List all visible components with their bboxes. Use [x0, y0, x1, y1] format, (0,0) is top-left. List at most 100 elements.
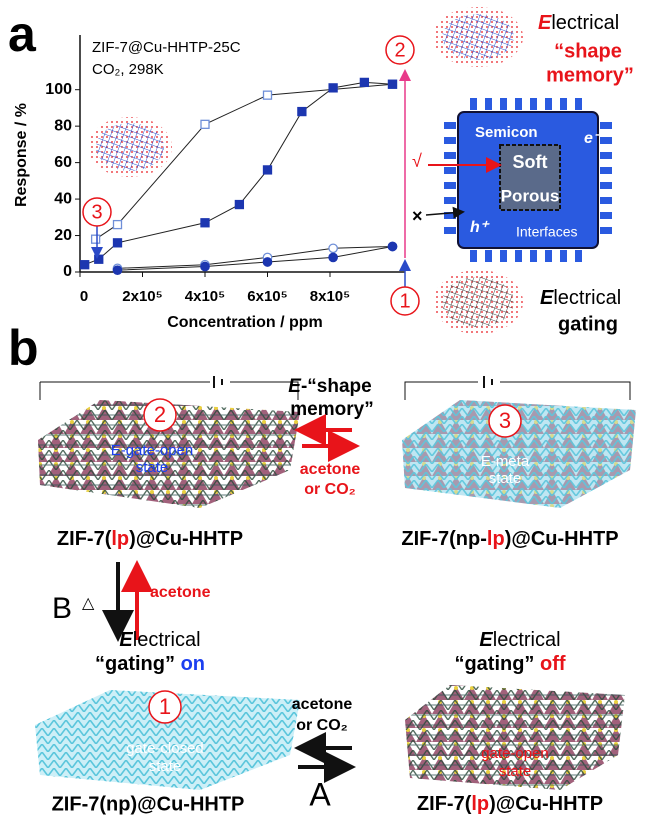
state-label: gate-open	[481, 745, 549, 762]
chip-pin	[530, 250, 537, 262]
chip-pin	[560, 250, 567, 262]
label-part: ZIF-7(	[57, 528, 112, 550]
initial: E	[479, 629, 493, 651]
chip-pin	[444, 152, 456, 159]
chip-pin	[545, 98, 552, 110]
data-point	[329, 253, 337, 261]
data-point	[235, 201, 243, 209]
data-point	[114, 221, 122, 229]
chip-pin	[600, 167, 612, 174]
marker-number: 3	[499, 408, 511, 433]
label-part: )@Cu-HHTP	[489, 793, 603, 815]
label-part: ZIF-7(np-	[401, 528, 487, 550]
data-point	[389, 80, 397, 88]
y-tick-label: 0	[63, 263, 72, 280]
y-tick-label: 80	[54, 117, 72, 134]
heading: “gating” on	[95, 653, 205, 675]
gas-label: or CO₂	[304, 481, 356, 498]
heading: memory”	[546, 64, 634, 86]
state-label: E-meta	[481, 453, 530, 470]
circled-marker: 3	[83, 198, 111, 226]
data-point	[298, 108, 306, 116]
y-tick-label: 40	[54, 190, 72, 207]
heading: Electrical	[119, 629, 200, 651]
figure: a 02040608010002x10⁵4x10⁵6x10⁵8x10⁵ ZIF-…	[0, 0, 652, 816]
data-point	[113, 266, 121, 274]
marker-number: 1	[399, 290, 410, 312]
state-word: off	[540, 653, 566, 675]
x-tick-label: 8x10⁵	[310, 288, 350, 305]
structure-label: ZIF-7(lp)@Cu-HHTP	[417, 793, 603, 815]
chip-label: Soft	[513, 152, 548, 172]
chip-pin	[500, 98, 507, 110]
chip-pin	[444, 122, 456, 129]
chip-label: Semicon	[475, 124, 538, 141]
chip-pin	[485, 98, 492, 110]
word: lectrical	[553, 287, 621, 309]
heading: Electrical	[479, 629, 560, 651]
circled-marker: 1	[149, 691, 181, 723]
chip-pin	[515, 98, 522, 110]
word: “gating”	[95, 653, 175, 675]
heading: Electrical	[538, 12, 619, 34]
word: -“shape	[301, 376, 372, 397]
state-label: E-gate-open	[111, 442, 194, 459]
series-line	[118, 246, 393, 268]
gas-label: acetone	[292, 696, 353, 713]
x-axis-label: Concentration / ppm	[167, 314, 323, 331]
data-point	[114, 239, 122, 247]
data-point	[264, 166, 272, 174]
state-label: state	[136, 459, 169, 476]
lattice-blob	[96, 123, 164, 171]
word: lectrical	[493, 629, 561, 651]
word: “gating”	[454, 653, 534, 675]
chip-label: h⁺	[470, 219, 490, 236]
cross-mark: ×	[412, 206, 423, 226]
x-tick-label: 2x10⁵	[122, 288, 162, 305]
chip-pin	[600, 137, 612, 144]
data-point	[92, 235, 100, 243]
structure-label: ZIF-7(np)@Cu-HHTP	[52, 793, 245, 815]
marker-number: 2	[154, 402, 166, 427]
data-point	[95, 255, 103, 263]
chip-pin	[600, 197, 612, 204]
state-label: gate-closed	[126, 740, 204, 757]
chip-pin	[444, 137, 456, 144]
state-word: on	[181, 653, 205, 675]
chart-annotation: CO₂, 298K	[92, 61, 164, 78]
label-part: lp	[487, 528, 505, 550]
circled-marker: 1	[391, 287, 419, 315]
chip-pin	[545, 250, 552, 262]
structure-label: ZIF-7(np-lp)@Cu-HHTP	[401, 528, 618, 550]
chip-pin	[485, 250, 492, 262]
structure-label: ZIF-7(lp)@Cu-HHTP	[57, 528, 243, 550]
data-point	[329, 84, 337, 92]
y-tick-label: 60	[54, 154, 72, 171]
word: lectrical	[551, 12, 619, 34]
chip-pin	[560, 98, 567, 110]
path-letter: B	[52, 592, 72, 625]
label-part: )@Cu-HHTP	[505, 528, 619, 550]
label-part: lp	[471, 793, 489, 815]
circled-marker: 2	[386, 36, 414, 64]
chip-pin	[600, 152, 612, 159]
label-part: ZIF-7(	[417, 793, 472, 815]
lattice-blob	[442, 277, 514, 327]
state-label: state	[499, 763, 532, 780]
word: lectrical	[133, 629, 201, 651]
label-part: )@Cu-HHTP	[129, 528, 243, 550]
chip-pin	[470, 98, 477, 110]
chip-label: Interfaces	[516, 224, 577, 240]
data-point	[264, 91, 272, 99]
chip-pin	[600, 122, 612, 129]
x-tick-label: 0	[80, 288, 88, 305]
heading: E-“shape	[288, 376, 371, 397]
heading: “shape	[554, 40, 622, 62]
chip-pin	[444, 197, 456, 204]
heading: “gating” off	[454, 653, 565, 675]
chip-pin	[444, 167, 456, 174]
gas-label: acetone	[150, 584, 211, 601]
gas-label: acetone	[300, 461, 361, 478]
data-point	[201, 219, 209, 227]
circled-marker: 3	[489, 405, 521, 437]
